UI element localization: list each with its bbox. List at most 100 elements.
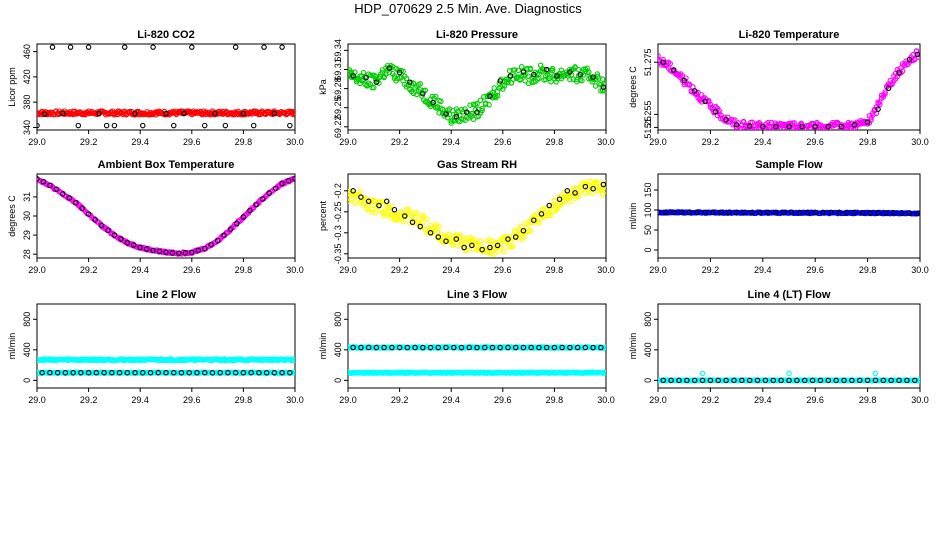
data-point [455,243,461,249]
data-point [67,44,74,50]
data-point [773,123,779,130]
data-point [525,80,532,87]
data-point [883,210,889,216]
plot-area [348,62,606,126]
data-point [880,377,887,384]
plot-area [658,209,920,217]
data-point [37,369,40,376]
data-point [457,232,463,239]
data-point [707,377,714,384]
data-point [543,66,550,73]
x-tick-label: 29.6 [494,265,512,275]
data-point [371,84,377,91]
data-point [505,236,511,242]
x-tick-label: 30.0 [597,137,615,147]
data-point [801,377,808,384]
data-point [520,344,527,351]
x-tick-label: 29.2 [702,395,720,405]
data-point [463,109,470,115]
x-tick-label: 30.0 [597,395,615,405]
data-point [603,81,606,87]
data-point [365,344,372,351]
data-point [232,369,239,376]
y-tick-label: 0 [643,378,653,383]
x-tick-label: 29.4 [131,137,149,147]
data-point [201,369,208,376]
series-averages [37,44,293,129]
data-point [182,250,189,256]
data-point [469,110,475,117]
data-point [497,344,503,351]
data-point [579,77,585,84]
x-tick-label: 29.2 [391,395,409,405]
data-point [898,210,905,216]
panel-7: Line 2 Flow 29.0 29.2 29.4 29.6 29.8 30.0 0 400 8… [7,289,304,405]
data-point [917,50,920,57]
data-point [461,244,467,251]
data-point [381,344,387,351]
data-point [841,377,847,384]
data-point [420,213,427,220]
data-point [912,377,918,384]
data-point [786,370,792,377]
data-point [888,377,894,384]
data-point [373,79,380,85]
data-point [599,191,606,198]
data-point [658,53,661,59]
data-point [118,236,124,242]
y-axis-label: degrees C [628,66,638,108]
data-point [781,209,787,216]
x-tick-label: 30.0 [286,265,304,275]
y-tick-label: -0.3 [333,225,343,241]
data-point [292,110,295,117]
data-point [678,209,685,216]
data-point [549,202,556,209]
data-point [78,369,84,376]
data-point [436,110,442,116]
x-tick-label: 29.6 [806,137,824,147]
panel-title: Line 4 (LT) Flow [748,289,831,301]
data-point [474,109,480,115]
data-point [474,100,480,107]
data-point [398,209,405,215]
panel-title: Li-820 Pressure [436,29,518,41]
data-point [163,110,169,117]
data-point [131,242,137,248]
data-point [574,344,581,351]
data-point [292,369,295,376]
data-point [420,344,426,351]
data-point [240,110,247,117]
data-point [85,44,92,50]
x-tick-label: 29.0 [28,137,46,147]
y-tick-label: 51.25 [643,116,653,139]
data-point [132,369,138,376]
data-point [156,248,163,255]
data-point [292,176,295,182]
data-point [169,250,176,256]
data-point [470,116,477,123]
y-axis-label: Licor ppm [7,67,17,107]
y-tick-label: 29 [22,230,32,240]
data-point [739,377,745,384]
y-tick-label: 28 [22,249,32,259]
data-point [279,369,285,376]
data-point [882,91,888,97]
y-axis-label: ml/min [7,333,17,360]
x-tick-label: 29.4 [754,265,772,275]
x-tick-label: 29.8 [859,395,877,405]
data-point [109,369,115,376]
data-point [596,179,602,186]
x-tick-label: 29.6 [183,395,201,405]
data-point [600,84,606,91]
data-point [658,377,661,383]
panel-5: Gas Stream RH 29.0 29.2 29.4 29.6 29.8 30.0 -0.… [318,159,615,275]
data-point [864,377,871,384]
data-point [486,237,492,243]
data-point [582,183,589,190]
y-tick-label: 800 [333,312,343,327]
data-point [214,238,221,244]
x-tick-label: 30.0 [911,265,929,275]
data-point [417,223,423,230]
data-point [475,244,482,250]
panel-title: Li-820 CO2 [137,29,194,41]
